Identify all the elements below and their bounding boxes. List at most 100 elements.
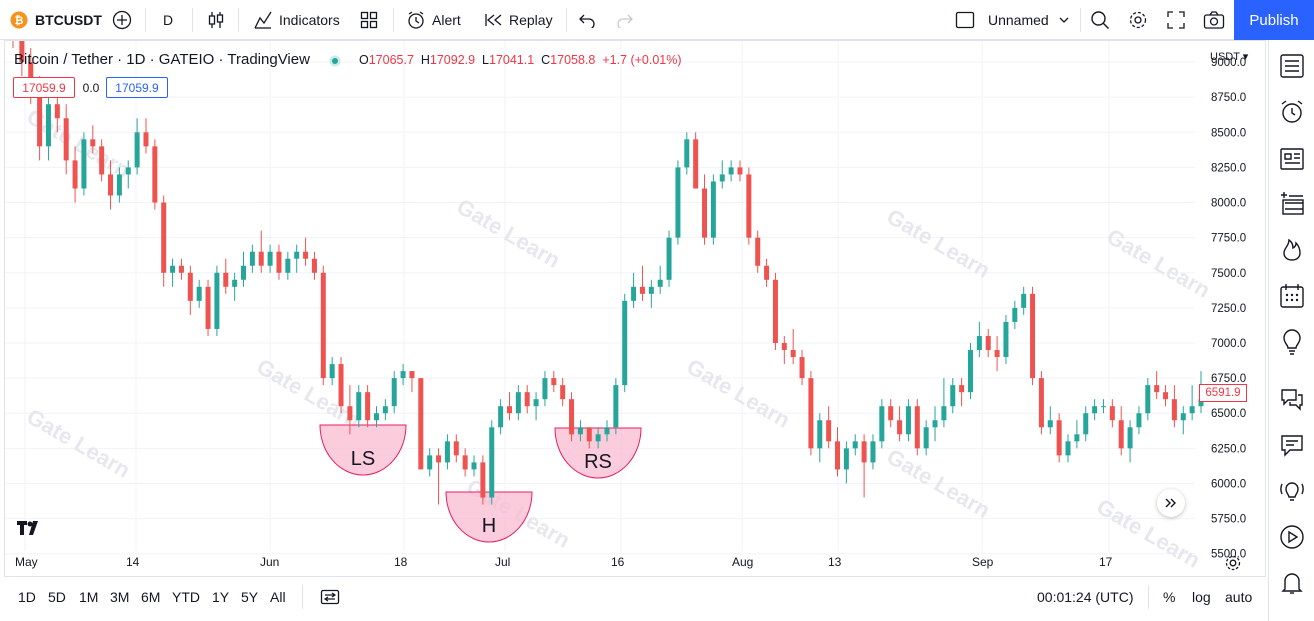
hotlist-fire-icon[interactable] [1279,236,1305,262]
candle-body [1145,385,1151,414]
indicators-button[interactable]: Indicators [253,0,340,40]
candle-body [63,118,69,161]
play-stream-icon[interactable] [1279,524,1305,550]
candle-body [303,251,309,259]
scale-option-log[interactable]: log [1192,589,1211,605]
watermark-text: Gate Learn [253,354,365,433]
interval-label: D [163,12,174,28]
replay-button[interactable]: Replay [485,0,553,40]
y-tick-label: 7000.0 [1211,338,1246,350]
buy-button[interactable]: 17059.9 [106,77,168,98]
symbol-search[interactable]: ₿ BTCUSDT [10,0,102,40]
undo-button[interactable] [578,0,596,40]
currency-selector[interactable]: USDT ▾ [1210,50,1248,63]
bell-icon[interactable] [1279,570,1305,596]
price-chart[interactable]: Gate Learn Gate Learn Gate Learn Gate Learn… [5,41,1266,577]
candle-body [542,378,548,400]
redo-button[interactable] [616,0,634,40]
pattern-shape[interactable] [319,424,407,476]
range-3m[interactable]: 3M [110,589,130,605]
alert-button[interactable]: Alert [406,0,461,40]
candle-body [241,265,247,280]
candle-body [808,378,814,449]
currency-label: USDT [1210,51,1240,63]
chat-icon[interactable] [1279,386,1305,412]
watchlist-icon[interactable] [1279,53,1305,79]
chart-settings-gear-icon[interactable] [1224,554,1242,572]
candle-body [648,286,654,294]
candle-body [1038,378,1044,428]
fullscreen-button[interactable] [1167,0,1185,40]
news-icon[interactable] [1279,146,1305,172]
y-tick-label: 6750.0 [1211,373,1246,385]
pattern-shape[interactable] [554,427,642,479]
candle-body [1092,406,1098,414]
messages-icon[interactable] [1279,432,1305,458]
indicators-label: Indicators [279,12,340,28]
change-value: +1.7 (+0.01%) [602,53,682,67]
candle-body [675,167,681,238]
candle-body [799,357,805,379]
signal-bulb-icon[interactable] [1279,478,1305,504]
range-1d[interactable]: 1D [18,589,36,605]
pattern-shape[interactable] [445,491,533,543]
date-range-button[interactable] [320,578,340,616]
scale-option-auto[interactable]: auto [1225,589,1253,605]
snapshot-button[interactable] [1203,0,1225,40]
candle-body [382,406,388,414]
watermark-text: Gate Learn [883,204,995,283]
candle-body [152,146,158,203]
range-1m[interactable]: 1M [79,589,99,605]
range-5d[interactable]: 5D [48,589,66,605]
top-toolbar: ₿ BTCUSDT D Indicators Alert Replay Unna… [0,0,1314,40]
sell-button[interactable]: 17059.9 [13,77,75,98]
settings-button[interactable] [1128,0,1148,40]
pattern-label: LS [351,448,375,470]
candle-body [710,181,716,238]
range-ytd[interactable]: YTD [172,589,200,605]
range-5y[interactable]: 5Y [241,589,259,605]
x-tick-label: 13 [828,555,842,569]
candle-body [941,406,947,421]
range-6m[interactable]: 6M [141,589,161,605]
add-symbol-button[interactable] [112,0,132,40]
replay-label: Replay [509,12,553,28]
range-all[interactable]: All [270,589,286,605]
candle-body [267,251,273,266]
close-value: 17058.8 [550,53,596,67]
calendar-icon[interactable] [1279,283,1305,309]
candle-body [923,427,929,449]
candle-body [772,279,778,343]
candle-body [170,265,176,273]
templates-button[interactable] [360,0,378,40]
publish-button[interactable]: Publish [1234,0,1314,40]
candle-body [436,455,442,463]
scale-option-percent[interactable]: % [1163,589,1176,605]
add-list-icon[interactable] [1279,190,1305,216]
y-tick-label: 6500.0 [1211,408,1246,420]
range-1y[interactable]: 1Y [212,589,230,605]
utc-clock[interactable]: 00:01:24 (UTC) [1037,589,1134,605]
candle-body [232,279,238,287]
watermark-text: Gate Learn [453,194,565,273]
chart-pane[interactable]: Gate Learn Gate Learn Gate Learn Gate Learn… [4,40,1266,577]
spread-value: 0.0 [79,77,103,98]
candle-body [338,364,344,407]
candle-body [976,335,982,351]
candle-body [196,286,202,301]
alarm-clock-icon[interactable] [1279,99,1305,125]
scroll-to-realtime-button[interactable] [1157,489,1185,517]
tradingview-logo-icon[interactable] [16,519,42,537]
candle-body [693,139,699,189]
high-value: 17092.9 [429,53,476,67]
gear-icon [1129,11,1147,29]
interval-button[interactable]: D [163,0,173,40]
candle-body [1171,399,1177,421]
layout-icon [955,11,975,29]
ideas-bulb-icon[interactable] [1279,329,1305,355]
market-status-icon[interactable] [329,55,341,67]
chart-legend-title[interactable]: Bitcoin / Tether · 1D · GATEIO · Trading… [14,51,310,68]
search-button[interactable] [1090,0,1110,40]
layout-menu[interactable]: Unnamed [955,0,1071,40]
chart-style-button[interactable] [207,0,225,40]
